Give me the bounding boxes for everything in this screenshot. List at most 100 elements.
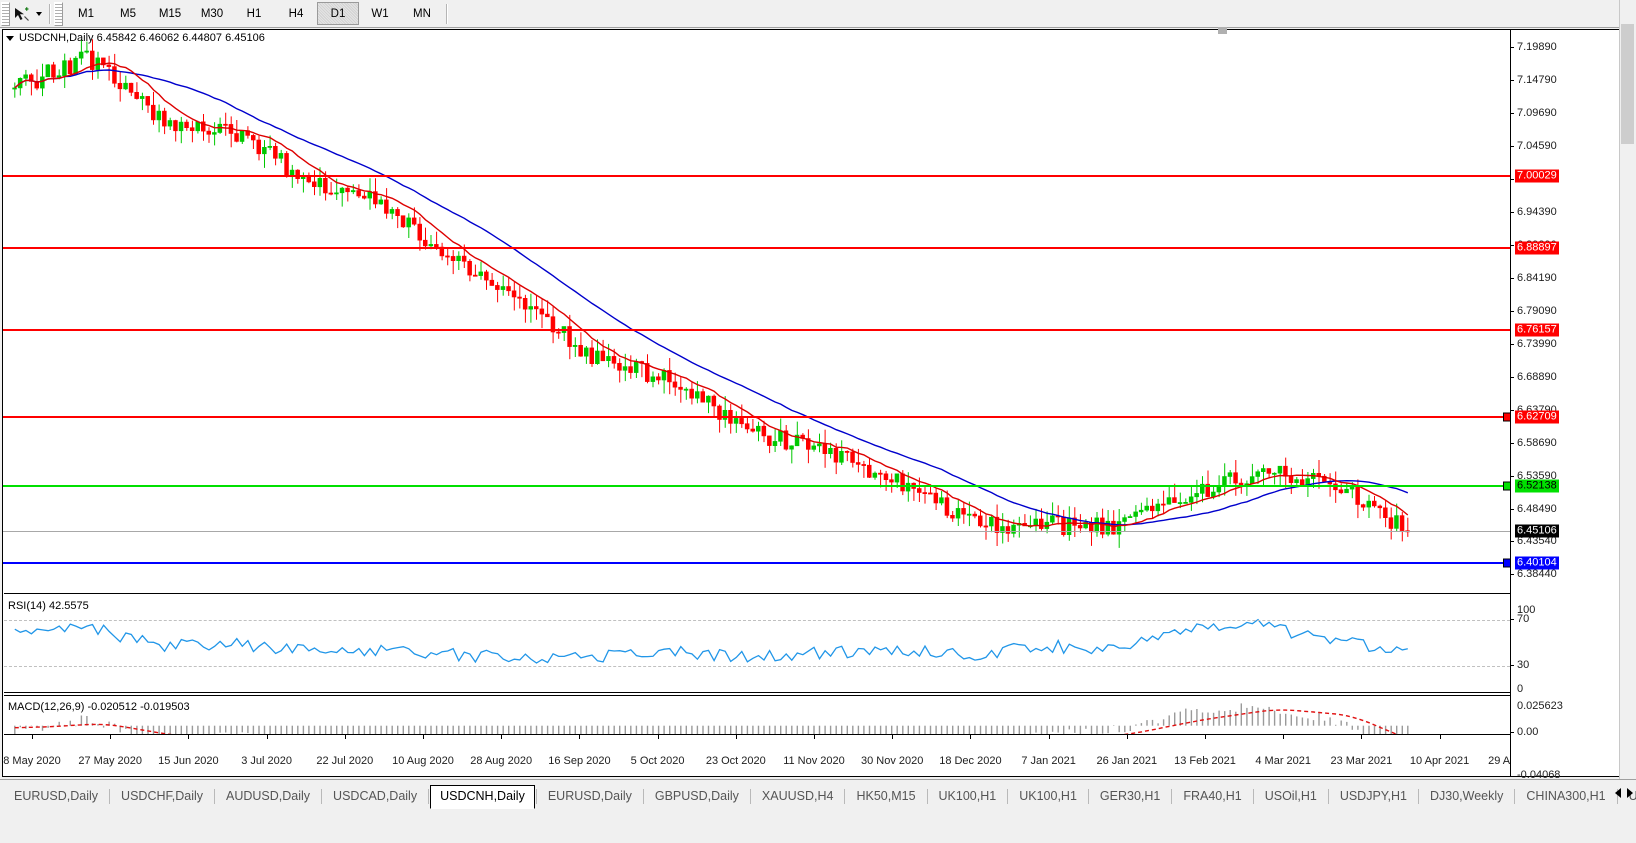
price-tick-label: 6.38440 — [1517, 568, 1557, 581]
chart-tab-usdjpy-h1[interactable]: USDJPY,H1 — [1339, 789, 1407, 803]
toolbar-divider-2 — [446, 3, 448, 24]
scrollbar-thumb[interactable] — [1621, 24, 1634, 144]
axis-tick — [1510, 410, 1514, 412]
price-pane[interactable] — [4, 31, 1510, 587]
level-line-6.88897[interactable] — [3, 246, 1510, 249]
price-tick-label: 6.48490 — [1517, 503, 1557, 516]
price-tag-support[interactable]: 6.52138 — [1515, 479, 1559, 492]
axis-tick — [1510, 476, 1514, 478]
timeframe-m15[interactable]: M15 — [158, 7, 182, 20]
timeframe-h1[interactable]: H1 — [246, 7, 262, 20]
date-label: 18 Dec 2020 — [939, 755, 1002, 767]
tab-divider — [1087, 789, 1089, 804]
tab-divider — [926, 789, 928, 804]
level-line-6.76157[interactable] — [3, 329, 1510, 332]
rsi-pane[interactable]: RSI(14) 42.5575 — [4, 593, 1510, 693]
vertical-scrollbar[interactable] — [1619, 0, 1636, 779]
candlestick-series — [12, 39, 1410, 548]
price-tick-label: 7.14790 — [1517, 74, 1557, 87]
date-label: 3 Jul 2020 — [241, 755, 292, 767]
chart-tab-hk50-m15[interactable]: HK50,M15 — [856, 789, 916, 803]
chevron-down-icon[interactable] — [6, 35, 14, 41]
price-tag-resistance[interactable]: 6.62709 — [1515, 410, 1559, 424]
axis-tick — [1510, 344, 1514, 346]
price-tag-resistance[interactable]: 6.76157 — [1515, 323, 1559, 337]
timeframe-d1[interactable]: D1 — [317, 2, 359, 25]
tab-divider — [214, 789, 215, 804]
date-label: 4 Mar 2021 — [1255, 755, 1312, 767]
crosshair-cursor-icon[interactable] — [10, 3, 32, 25]
timeframe-m30[interactable]: M30 — [200, 7, 224, 20]
level-line-6.62709[interactable] — [3, 416, 1510, 419]
toolbar: M1 M5 M15 M30 H1 H4 D1 W1 MN — [0, 0, 1636, 28]
date-tick — [814, 735, 815, 739]
axis-tick — [1510, 541, 1514, 543]
price-tag-resistance[interactable]: 6.88897 — [1515, 241, 1559, 255]
chart-tab-gbpusd-daily[interactable]: GBPUSD,Daily — [654, 789, 739, 803]
timeframe-w1[interactable]: W1 — [371, 7, 389, 20]
level-line-7.00029[interactable] — [3, 174, 1510, 177]
rsi-level-70 — [4, 620, 1510, 621]
price-tag-last-price[interactable]: 6.45106 — [1515, 524, 1559, 538]
date-label: 13 Feb 2021 — [1174, 755, 1236, 767]
price-tick-label: 6.84190 — [1517, 272, 1557, 285]
chart-tab-xauusd-h4[interactable]: XAUUSD,H4 — [761, 789, 834, 803]
price-tick-label: 6.79090 — [1517, 305, 1557, 318]
macd-label: MACD(12,26,9) -0.020512 -0.019503 — [8, 701, 193, 713]
chart-tabs-bar: EURUSD,Daily USDCHF,Daily AUDUSD,Daily USDC… — [0, 779, 1636, 843]
date-label: 27 May 2020 — [78, 755, 142, 767]
price-tag-support[interactable]: 6.40104 — [1515, 556, 1559, 570]
chevron-down-icon[interactable] — [32, 3, 46, 25]
price-tick-label: 7.19890 — [1517, 41, 1557, 54]
date-label: 22 Jul 2020 — [316, 755, 374, 767]
timeframe-m1[interactable]: M1 — [78, 7, 94, 20]
axis-tick — [1510, 574, 1514, 576]
timeframe-m5[interactable]: M5 — [120, 7, 136, 20]
date-tick — [579, 735, 581, 739]
chart-tab-uk100-h1[interactable]: UK100,H1 — [1019, 789, 1077, 803]
level-line-6.52138[interactable] — [3, 484, 1510, 487]
date-tick — [188, 735, 190, 739]
chart-tab-fra40-h1[interactable]: FRA40,H1 — [1183, 789, 1242, 803]
chart-scale-handle[interactable] — [1218, 27, 1227, 34]
tab-divider — [1417, 789, 1419, 804]
triangle-left-icon[interactable] — [1615, 788, 1621, 798]
date-tick — [1048, 735, 1050, 739]
chart-tab-ger30-h1[interactable]: GER30,H1 — [1099, 789, 1161, 803]
axis-line — [1510, 30, 1511, 776]
timeframe-toolbar-grip[interactable] — [54, 1, 63, 26]
last-price-line — [3, 530, 1510, 532]
chart-window[interactable]: USDCNH,Daily 6.45842 6.46062 6.44807 6.4… — [2, 29, 1634, 781]
axis-tick — [1510, 179, 1514, 181]
date-tick — [423, 735, 424, 739]
chart-tab-usoil-h1[interactable]: USOil,H1 — [1264, 789, 1317, 803]
chart-tab-uk100-h1[interactable]: UK100,H1 — [938, 789, 997, 803]
rsi-label: RSI(14) 42.5575 — [8, 600, 92, 612]
rsi-tick-label: 70 — [1517, 613, 1530, 625]
chart-tab-china300-h1[interactable]: CHINA300,H1 — [1526, 789, 1606, 803]
level-line-6.40104[interactable] — [3, 562, 1510, 565]
timeframe-h4[interactable]: H4 — [288, 7, 304, 20]
chart-tab-usdcnh-daily[interactable]: USDCNH,Daily — [430, 785, 535, 809]
tab-divider — [109, 789, 111, 804]
chart-tab-eurusd-daily[interactable]: EURUSD,Daily — [547, 789, 632, 803]
chart-tab-eurusd-daily[interactable]: EURUSD,Daily — [14, 789, 99, 803]
tabs-scroll-controls[interactable] — [1615, 788, 1633, 798]
chart-tab-usdchf-daily[interactable]: USDCHF,Daily — [121, 789, 203, 803]
chart-tab-usdcad-daily[interactable]: USDCAD,Daily — [333, 789, 418, 803]
toolbar-grip[interactable] — [1, 1, 10, 26]
price-axis[interactable]: 7.198907.147907.096907.045906.994906.943… — [1510, 30, 1633, 781]
date-label: 7 Jan 2021 — [1021, 755, 1076, 767]
date-label: 15 Jun 2020 — [158, 755, 219, 767]
axis-tick — [1510, 732, 1514, 733]
chart-tab-audusd-daily[interactable]: AUDUSD,Daily — [226, 789, 311, 803]
timeframe-mn[interactable]: MN — [413, 7, 431, 20]
macd-tick-label: -0.04068 — [1517, 769, 1561, 781]
tab-divider — [642, 789, 644, 804]
triangle-right-icon[interactable] — [1627, 788, 1633, 798]
date-axis: 8 May 2020 27 May 2020 15 Jun 2020 3 Jul 20… — [3, 734, 1547, 776]
chart-tab-dj30-weekly[interactable]: DJ30,Weekly — [1429, 789, 1504, 803]
price-tag-resistance[interactable]: 7.00029 — [1515, 169, 1559, 183]
toolbar-divider — [49, 3, 51, 24]
